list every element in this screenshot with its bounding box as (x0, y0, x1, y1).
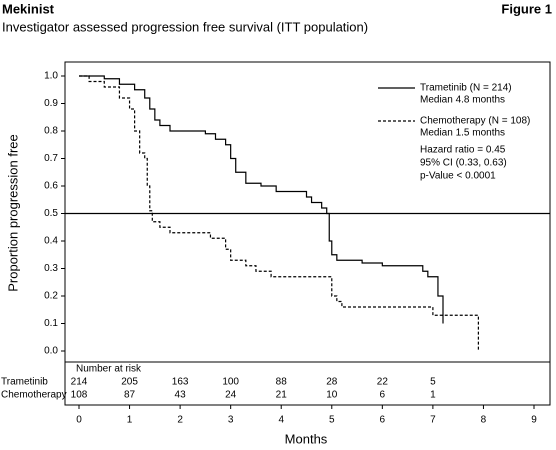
legend-label: Chemotherapy (N = 108) (420, 116, 530, 127)
annotation: Hazard ratio = 0.45 (420, 145, 506, 156)
risk-value: 87 (124, 390, 136, 401)
y-tick-label: 0.3 (44, 263, 58, 274)
figure-label: Figure 1 (501, 1, 552, 16)
risk-value: 21 (276, 390, 288, 401)
x-tick-label: 7 (430, 415, 436, 426)
x-tick-label: 2 (177, 415, 183, 426)
risk-value: 205 (121, 377, 138, 388)
y-tick-label: 0.0 (44, 346, 58, 357)
x-tick-label: 4 (278, 415, 284, 426)
risk-value: 24 (225, 390, 237, 401)
legend-note: Median 4.8 months (420, 95, 505, 106)
y-tick-label: 0.6 (44, 181, 58, 192)
risk-value: 88 (276, 377, 288, 388)
y-tick-label: 0.1 (44, 318, 58, 329)
risk-value: 22 (377, 377, 389, 388)
risk-value: 6 (380, 390, 386, 401)
y-tick-label: 0.9 (44, 98, 58, 109)
survival-curve (79, 75, 444, 324)
y-tick-label: 0.8 (44, 126, 58, 137)
y-tick-label: 0.5 (44, 208, 58, 219)
risk-value: 5 (430, 377, 436, 388)
x-tick-label: 3 (228, 415, 234, 426)
y-tick-label: 0.2 (44, 291, 58, 302)
risk-value: 28 (326, 377, 338, 388)
x-tick-label: 5 (329, 415, 335, 426)
legend-note: Median 1.5 months (420, 128, 505, 139)
legend-label: Trametinib (N = 214) (420, 83, 512, 94)
y-axis-label: Proportion progression free (5, 134, 20, 292)
x-tick-label: 6 (380, 415, 386, 426)
risk-table-title: Number at risk (76, 364, 142, 375)
x-axis-label: Months (285, 431, 328, 446)
survival-curve (79, 75, 479, 351)
risk-value: 10 (326, 390, 338, 401)
x-tick-label: 0 (76, 415, 82, 426)
annotation: 95% CI (0.33, 0.63) (420, 158, 507, 169)
risk-row-name: Trametinib (1, 377, 48, 388)
risk-value: 100 (222, 377, 239, 388)
annotation: p-Value < 0.0001 (420, 171, 496, 182)
plot-frame (64, 61, 551, 406)
y-tick-label: 0.4 (44, 236, 58, 247)
subtitle: Investigator assessed progression free s… (2, 19, 368, 34)
risk-row-name: Chemotherapy (1, 390, 67, 401)
y-tick-label: 1.0 (44, 71, 58, 82)
chart-title: Mekinist (2, 1, 55, 16)
risk-value: 1 (430, 390, 436, 401)
x-tick-label: 1 (127, 415, 133, 426)
risk-value: 43 (175, 390, 187, 401)
risk-value: 214 (71, 377, 88, 388)
y-tick-label: 0.7 (44, 153, 58, 164)
x-tick-label: 9 (531, 415, 537, 426)
risk-value: 163 (172, 377, 189, 388)
x-tick-label: 8 (481, 415, 487, 426)
risk-value: 108 (71, 390, 88, 401)
